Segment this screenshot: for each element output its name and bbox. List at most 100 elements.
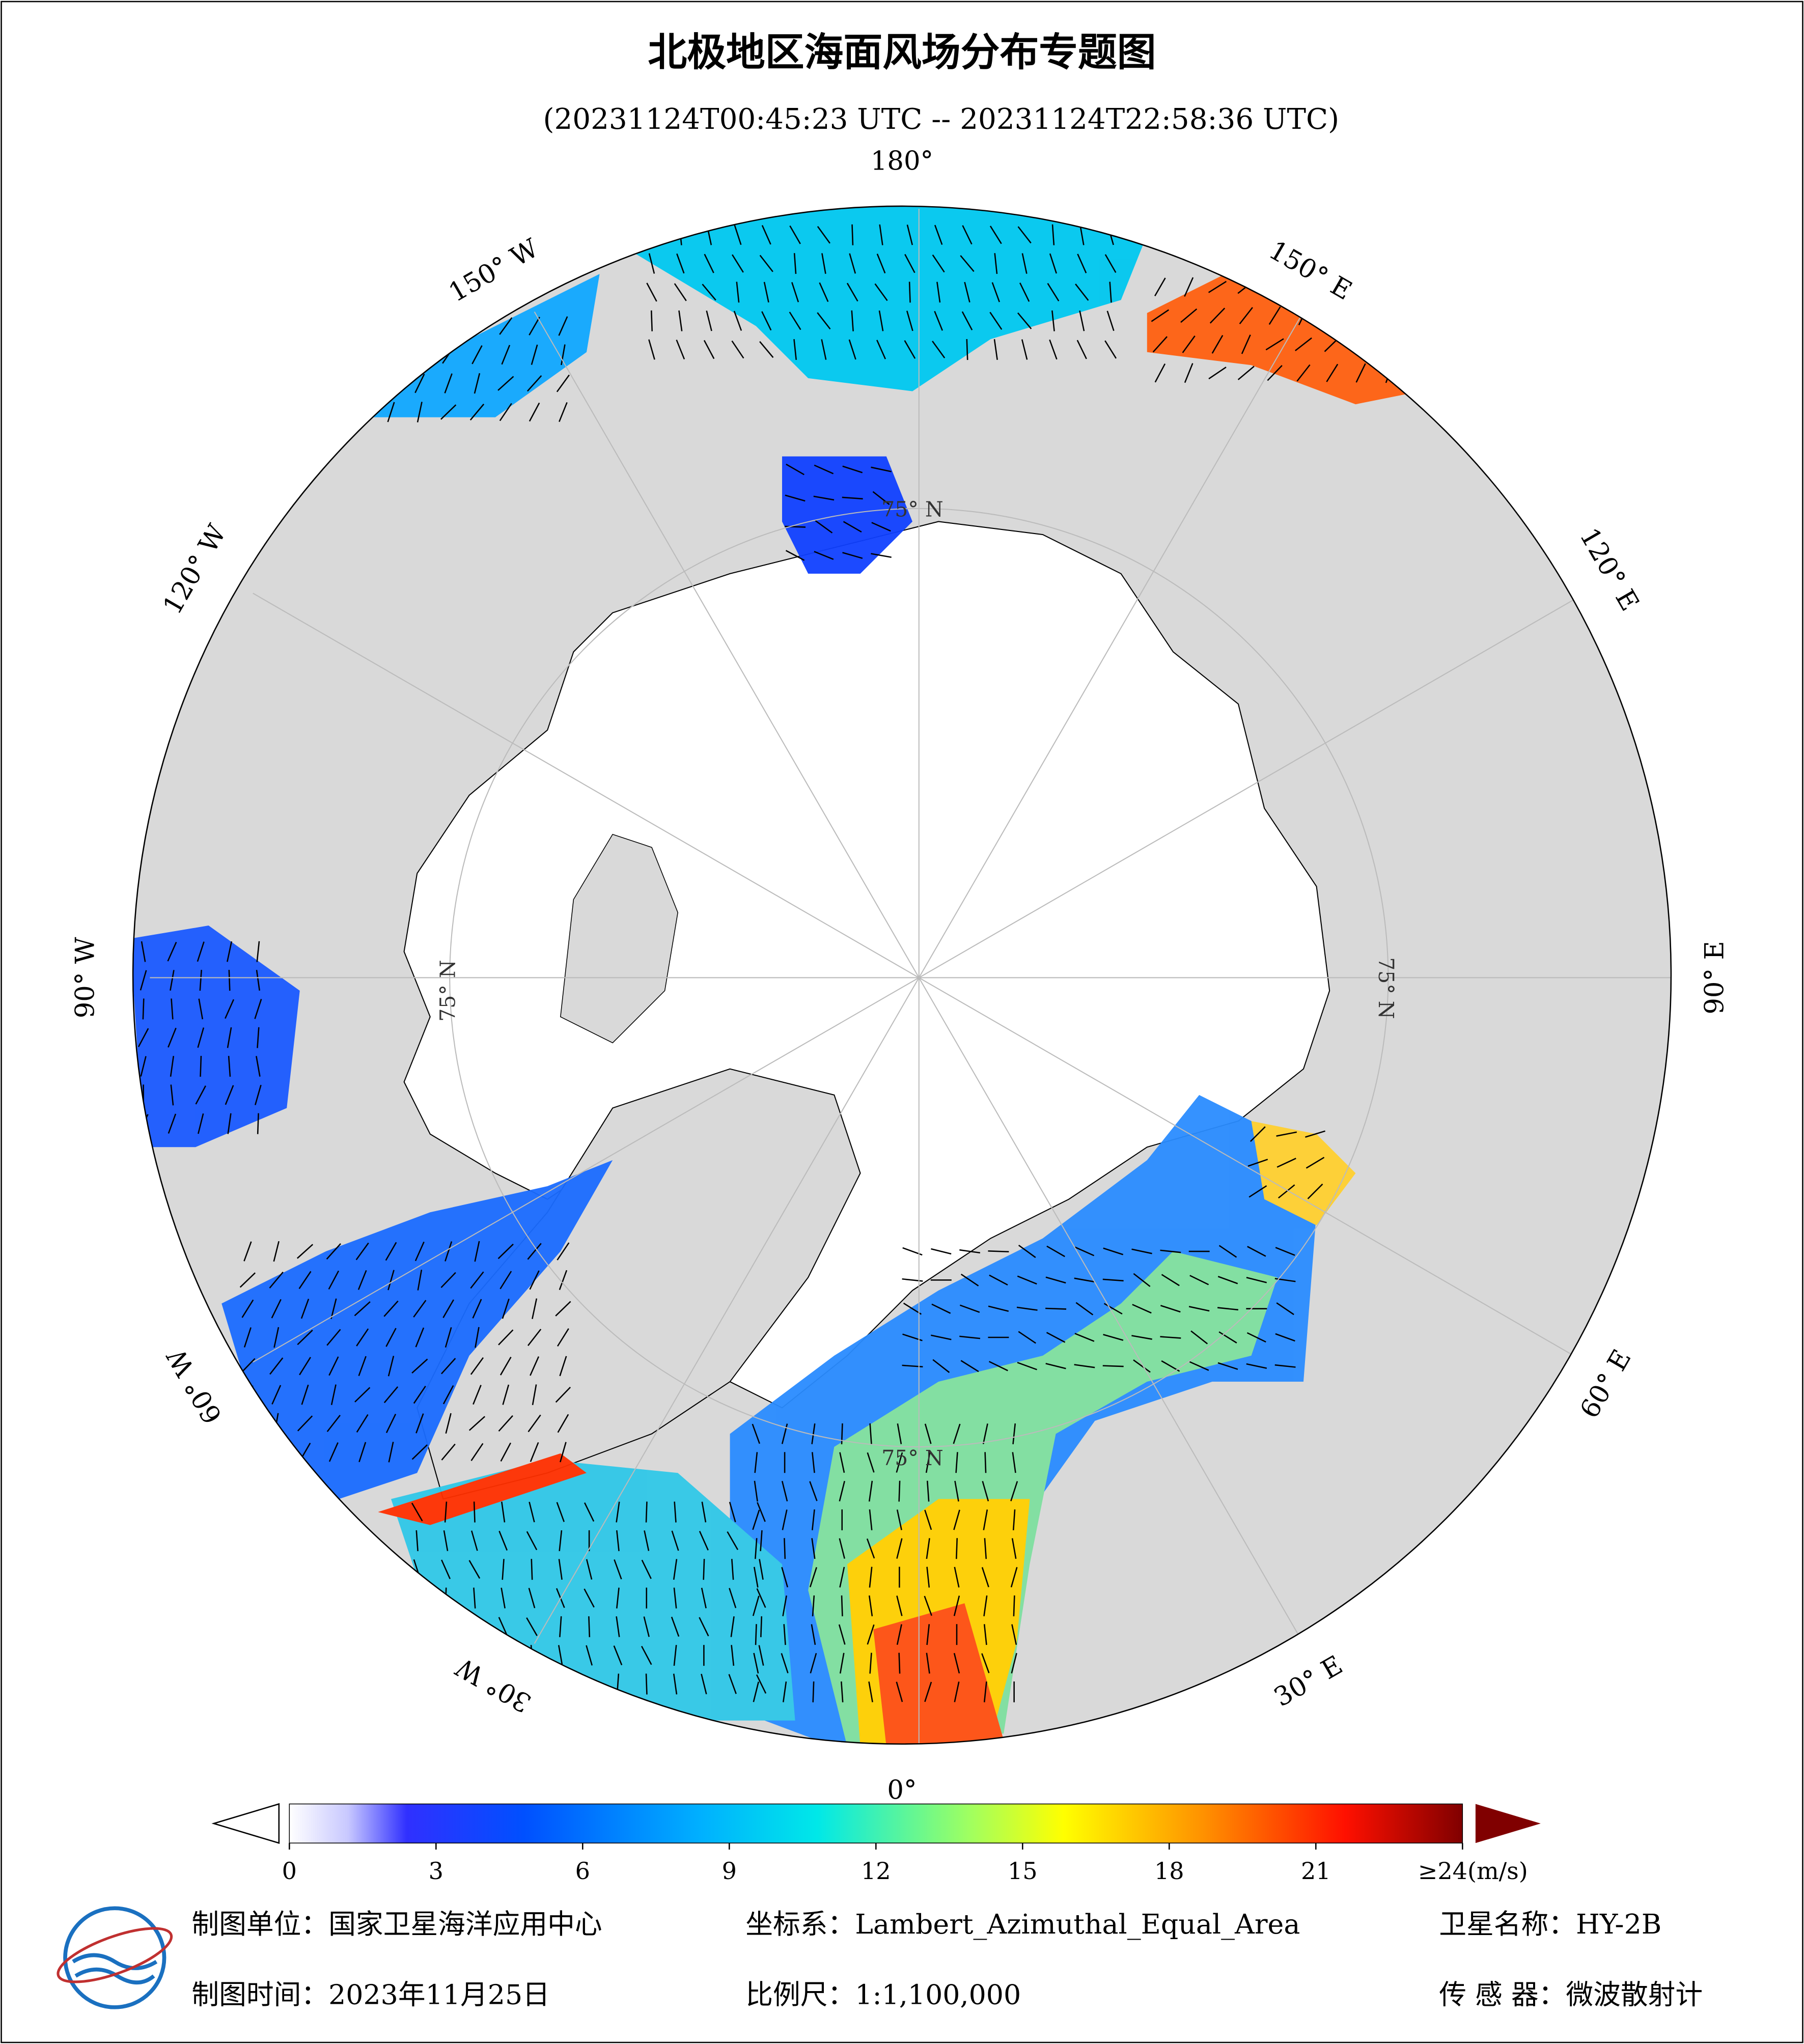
wind-arrow	[1208, 281, 1227, 293]
wind-arrow	[1103, 1247, 1124, 1255]
wind-arrow	[674, 283, 687, 301]
wind-arrow	[445, 1413, 452, 1434]
wind-arrow	[527, 1243, 542, 1260]
wind-arrow	[812, 1509, 815, 1530]
wind-arrow	[501, 345, 511, 365]
wind-arrow	[782, 1509, 788, 1530]
colorbar-tick-label: 0	[282, 1857, 297, 1885]
wind-arrow	[904, 340, 916, 359]
wind-arrow	[839, 1653, 845, 1674]
wind-arrow	[497, 376, 514, 391]
wind-arrow	[616, 1501, 620, 1523]
wind-arrow	[228, 1056, 231, 1077]
wind-arrow	[141, 941, 146, 962]
wind-arrow	[1182, 335, 1196, 353]
wind-arrow	[869, 1566, 873, 1588]
colorbar-tick-label: 3	[429, 1857, 443, 1885]
wind-arrow	[297, 1415, 313, 1432]
wind-arrow	[1276, 1131, 1297, 1137]
wind-arrow	[934, 311, 943, 331]
wind-arrow	[1209, 307, 1226, 324]
wind-arrow	[413, 1300, 427, 1318]
wind-arrow	[781, 1423, 788, 1444]
wind-arrow	[849, 253, 856, 274]
wind-arrow	[558, 316, 568, 336]
lon-label: 90° E	[1699, 941, 1730, 1014]
wind-arrow	[254, 1084, 262, 1105]
wind-arrow	[673, 1559, 678, 1580]
wind-arrow	[731, 1645, 735, 1666]
wind-arrow	[556, 1502, 565, 1522]
wind-arrow	[931, 1334, 952, 1340]
wind-arrow	[838, 1624, 846, 1645]
wind-arrow	[872, 491, 890, 506]
wind-arrow	[1074, 1333, 1095, 1342]
wind-arrow	[1189, 1361, 1209, 1371]
wind-arrow	[273, 1241, 280, 1262]
wind-arrow	[273, 1327, 280, 1348]
wind-arrow	[297, 1329, 313, 1346]
wind-arrow	[500, 1442, 512, 1462]
wind-arrow	[1217, 1307, 1238, 1311]
wind-arrow	[989, 226, 1002, 244]
wind-arrow	[1246, 1363, 1267, 1369]
wind-arrow	[475, 1327, 480, 1348]
wind-arrow	[934, 225, 943, 245]
title: 北极地区海面风场分布专题图	[648, 30, 1156, 75]
wind-arrow	[1046, 1245, 1065, 1257]
wind-arrow	[557, 1328, 569, 1347]
wind-arrow	[197, 1027, 205, 1048]
wind-arrow	[1218, 1245, 1237, 1258]
wind-arrow	[896, 1595, 903, 1616]
wind-arrow	[1011, 1538, 1017, 1559]
wind-arrow	[959, 1335, 981, 1339]
footer-unit: 制图单位：国家卫星海洋应用中心	[191, 1908, 602, 1940]
footer-sensor: 传 感 器：微波散射计	[1439, 1978, 1703, 2010]
wind-arrow	[1295, 337, 1312, 351]
meridian	[918, 977, 1304, 1644]
wind-arrow	[981, 1653, 990, 1673]
wind-arrow	[328, 1270, 340, 1290]
wind-arrow	[789, 225, 801, 244]
wind-arrow	[983, 1509, 988, 1530]
wind-arrow	[754, 1452, 758, 1473]
wind-arrow	[137, 1028, 149, 1047]
wind-arrow	[1305, 1130, 1325, 1138]
wind-arrow	[932, 341, 946, 358]
wind-arrow	[896, 1538, 903, 1559]
wind-arrow	[756, 1588, 766, 1608]
wind-arrow	[1106, 311, 1115, 331]
wind-arrow	[444, 1501, 448, 1523]
wind-arrow	[1248, 1185, 1267, 1198]
wind-arrow	[586, 1645, 593, 1666]
wind-arrow	[869, 1509, 873, 1530]
wind-arrow	[821, 253, 826, 274]
wind-arrow	[328, 1442, 339, 1462]
colorbar-bar	[289, 1803, 1463, 1844]
wind-arrow	[468, 1560, 481, 1579]
wind-arrow	[784, 1538, 786, 1559]
wind-arrow	[198, 1113, 204, 1134]
wind-arrow	[532, 1384, 537, 1406]
wind-arrow	[869, 1653, 872, 1674]
wind-arrow	[417, 402, 423, 423]
wind-arrow	[866, 1538, 875, 1559]
subtitle: (20231124T00:45:23 UTC -- 20231124T22:58…	[543, 103, 1340, 136]
wind-arrow	[1077, 254, 1087, 273]
wind-arrow	[502, 1384, 510, 1405]
wind-arrow	[470, 1530, 478, 1551]
wind-arrow	[729, 1588, 737, 1608]
wind-arrow	[676, 253, 685, 274]
wind-arrow	[839, 1480, 845, 1502]
meridians	[150, 209, 1671, 1744]
wind-arrow	[925, 1452, 931, 1473]
wind-arrow	[1151, 309, 1170, 322]
wind-arrow	[470, 1443, 484, 1461]
wind-arrow	[932, 254, 945, 273]
wind-arrow	[414, 1241, 425, 1262]
wind-arrow	[415, 1327, 425, 1348]
wind-arrow	[759, 341, 774, 358]
wind-arrow	[926, 1624, 930, 1645]
wind-arrow	[754, 1480, 758, 1502]
